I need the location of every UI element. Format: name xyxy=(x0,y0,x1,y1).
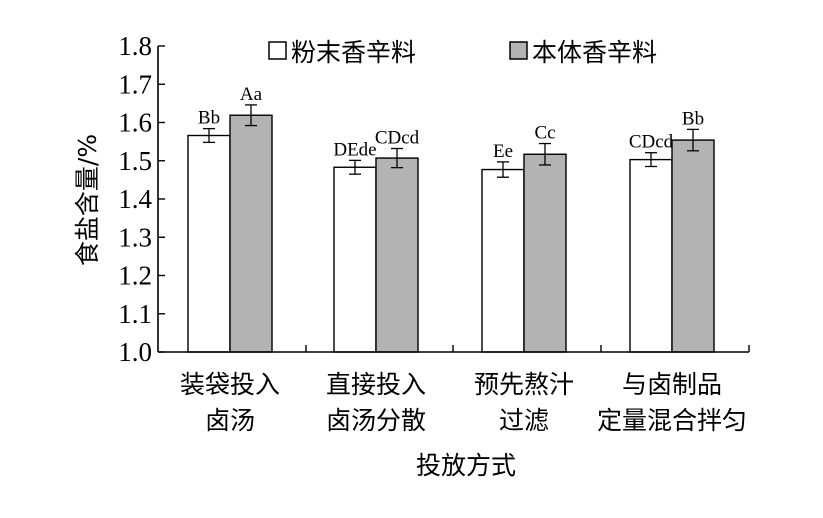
significance-label: Bb xyxy=(682,108,704,129)
y-tick-label: 1.0 xyxy=(118,337,152,367)
x-category-label: 装袋投入 xyxy=(180,370,280,399)
legend-label-whole: 本体香辛料 xyxy=(532,38,657,67)
bar xyxy=(629,158,673,353)
y-tick-label: 1.7 xyxy=(118,69,152,99)
x-category-label: 卤汤分散 xyxy=(326,406,426,435)
y-tick-label: 1.5 xyxy=(118,146,152,176)
y-tick-label: 1.3 xyxy=(118,222,152,252)
x-category-label: 预先熬汁 xyxy=(474,370,574,399)
significance-label: Bb xyxy=(198,108,220,129)
x-category-label: 直接投入 xyxy=(326,370,426,399)
bar xyxy=(671,139,715,353)
bar xyxy=(333,166,377,353)
y-tick-label: 1.4 xyxy=(118,184,152,214)
bar xyxy=(229,114,273,353)
significance-label: Cc xyxy=(534,123,555,144)
bar xyxy=(187,134,231,353)
bars: Bb DEde Ee CDcd Aa CDcd Cc Bb xyxy=(187,84,715,353)
x-category-label: 卤汤 xyxy=(205,406,255,435)
x-category-label: 定量混合拌匀 xyxy=(597,406,747,435)
legend-label-powder: 粉末香辛料 xyxy=(291,38,416,67)
y-axis: 1.0 1.1 1.2 1.3 1.4 1.5 1.6 1.7 1.8 xyxy=(118,31,165,367)
significance-label: Ee xyxy=(493,141,513,162)
y-tick-label: 1.8 xyxy=(118,31,152,61)
x-category-label: 过滤 xyxy=(499,406,549,435)
y-axis-title: 食盐含量/% xyxy=(73,134,102,266)
bar xyxy=(523,153,567,353)
x-axis-title: 投放方式 xyxy=(416,451,516,480)
x-category-label: 与卤制品 xyxy=(622,370,722,399)
legend-swatch-powder xyxy=(268,41,287,60)
y-tick-label: 1.1 xyxy=(118,299,152,329)
legend-swatch-whole xyxy=(509,41,528,60)
significance-label: CDcd xyxy=(629,132,674,153)
legend: 粉末香辛料 本体香辛料 xyxy=(268,38,657,67)
bar xyxy=(481,168,525,353)
significance-label: Aa xyxy=(240,84,263,105)
y-tick-label: 1.6 xyxy=(118,108,152,138)
significance-label: DEde xyxy=(333,139,376,160)
bar xyxy=(375,157,419,353)
y-tick-label: 1.2 xyxy=(118,261,152,291)
significance-label: CDcd xyxy=(375,128,420,149)
